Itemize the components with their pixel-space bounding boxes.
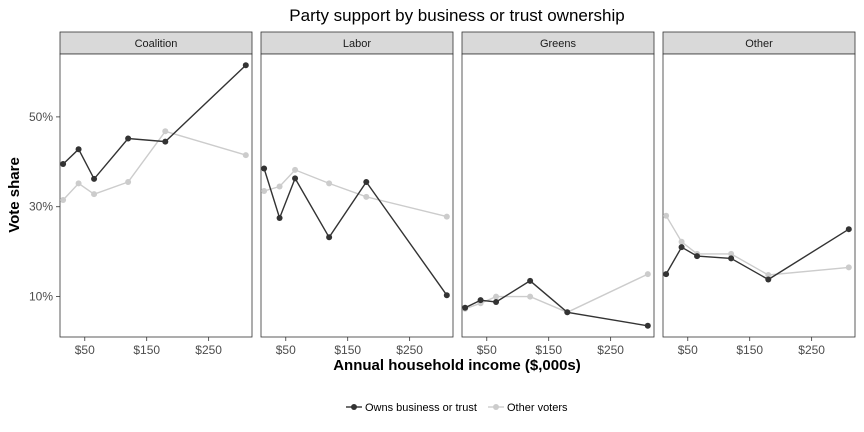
data-point-owns (242, 62, 249, 69)
x-tick-label: $250 (798, 343, 825, 357)
data-point-owns (845, 226, 852, 233)
x-tick-label: $50 (276, 343, 296, 357)
y-tick-label: 10% (29, 290, 53, 304)
x-tick-label: $250 (396, 343, 423, 357)
series-line-owns (665, 228, 850, 281)
x-tick-label: $150 (133, 343, 160, 357)
panel-other: Other $50 $150 $250 (662, 31, 856, 357)
data-point-owns (663, 271, 670, 278)
x-tick-label: $50 (678, 343, 698, 357)
data-point-other (60, 196, 67, 203)
data-point-other (242, 152, 249, 159)
panel-strip-label: Coalition (135, 38, 178, 50)
data-point-owns (75, 146, 82, 153)
x-tick-label: $50 (75, 343, 95, 357)
data-point-owns (462, 304, 469, 311)
data-point-owns (765, 276, 772, 283)
legend-item-owns: Owns business or trust (346, 402, 477, 414)
data-point-other (125, 179, 132, 186)
y-axis: 10% 30% 50% (29, 110, 60, 304)
y-tick-label: 30% (29, 200, 53, 214)
data-point-other (162, 128, 169, 135)
x-tick-label: $150 (334, 343, 361, 357)
data-point-owns (728, 255, 735, 262)
data-point-owns (292, 175, 299, 182)
data-point-other (75, 180, 82, 187)
data-point-other (326, 180, 333, 187)
x-tick-label: $150 (736, 343, 763, 357)
panel-labor: Labor $50 $150 $250 (260, 31, 454, 357)
data-point-other (845, 264, 852, 271)
data-point-owns (493, 298, 500, 305)
panel-strip-label: Other (745, 38, 773, 50)
series-line-owns (62, 64, 247, 181)
data-point-owns (694, 253, 701, 260)
legend-key-point (493, 404, 499, 410)
x-tick-label: $250 (597, 343, 624, 357)
legend-label: Owns business or trust (365, 402, 477, 414)
data-point-owns (527, 277, 534, 284)
data-point-owns (162, 138, 169, 145)
data-point-owns (125, 135, 132, 142)
series-line-other (665, 215, 849, 276)
data-point-owns (91, 175, 98, 182)
data-point-other (527, 293, 534, 300)
legend-label: Other voters (507, 402, 568, 414)
series-line-other (62, 130, 246, 201)
x-tick-label: $50 (477, 343, 497, 357)
data-point-owns (261, 165, 268, 172)
data-point-other (91, 191, 98, 198)
series-line-owns (263, 168, 448, 296)
panel-strip-label: Labor (343, 38, 371, 50)
panel-plot-area (59, 53, 253, 338)
data-point-owns (477, 297, 484, 304)
data-point-other (663, 212, 670, 219)
panel-plot-area (461, 53, 655, 338)
data-point-owns (564, 309, 571, 316)
data-point-other (443, 213, 450, 220)
data-point-owns (363, 179, 370, 186)
chart-title: Party support by business or trust owner… (289, 6, 624, 25)
data-point-owns (678, 244, 685, 251)
data-point-other (644, 271, 651, 278)
data-point-other (765, 272, 772, 279)
panel-greens: Greens $50 $150 $250 (461, 31, 655, 357)
x-tick-label: $150 (535, 343, 562, 357)
data-point-other (276, 183, 283, 190)
panel-strip-label: Greens (540, 38, 577, 50)
panel-plot-area (662, 53, 856, 338)
panel-coalition: Coalition $50 $150 $250 (59, 31, 253, 357)
data-point-other (261, 188, 268, 195)
data-point-owns (644, 322, 651, 329)
data-point-other (363, 193, 370, 200)
legend-item-other: Other voters (488, 402, 568, 414)
data-point-owns (326, 234, 333, 241)
data-point-owns (276, 214, 283, 221)
data-point-other (292, 166, 299, 173)
legend-key-point (351, 404, 357, 410)
x-tick-label: $250 (195, 343, 222, 357)
legend: Owns business or trust Other voters (346, 402, 568, 414)
y-tick-label: 50% (29, 110, 53, 124)
data-point-owns (443, 292, 450, 299)
data-point-other (493, 293, 500, 300)
y-axis-title: Vote share (6, 157, 23, 233)
data-point-owns (60, 161, 67, 168)
data-point-other (678, 238, 685, 245)
x-axis-title: Annual household income ($,000s) (333, 357, 581, 374)
data-point-other (728, 250, 735, 257)
